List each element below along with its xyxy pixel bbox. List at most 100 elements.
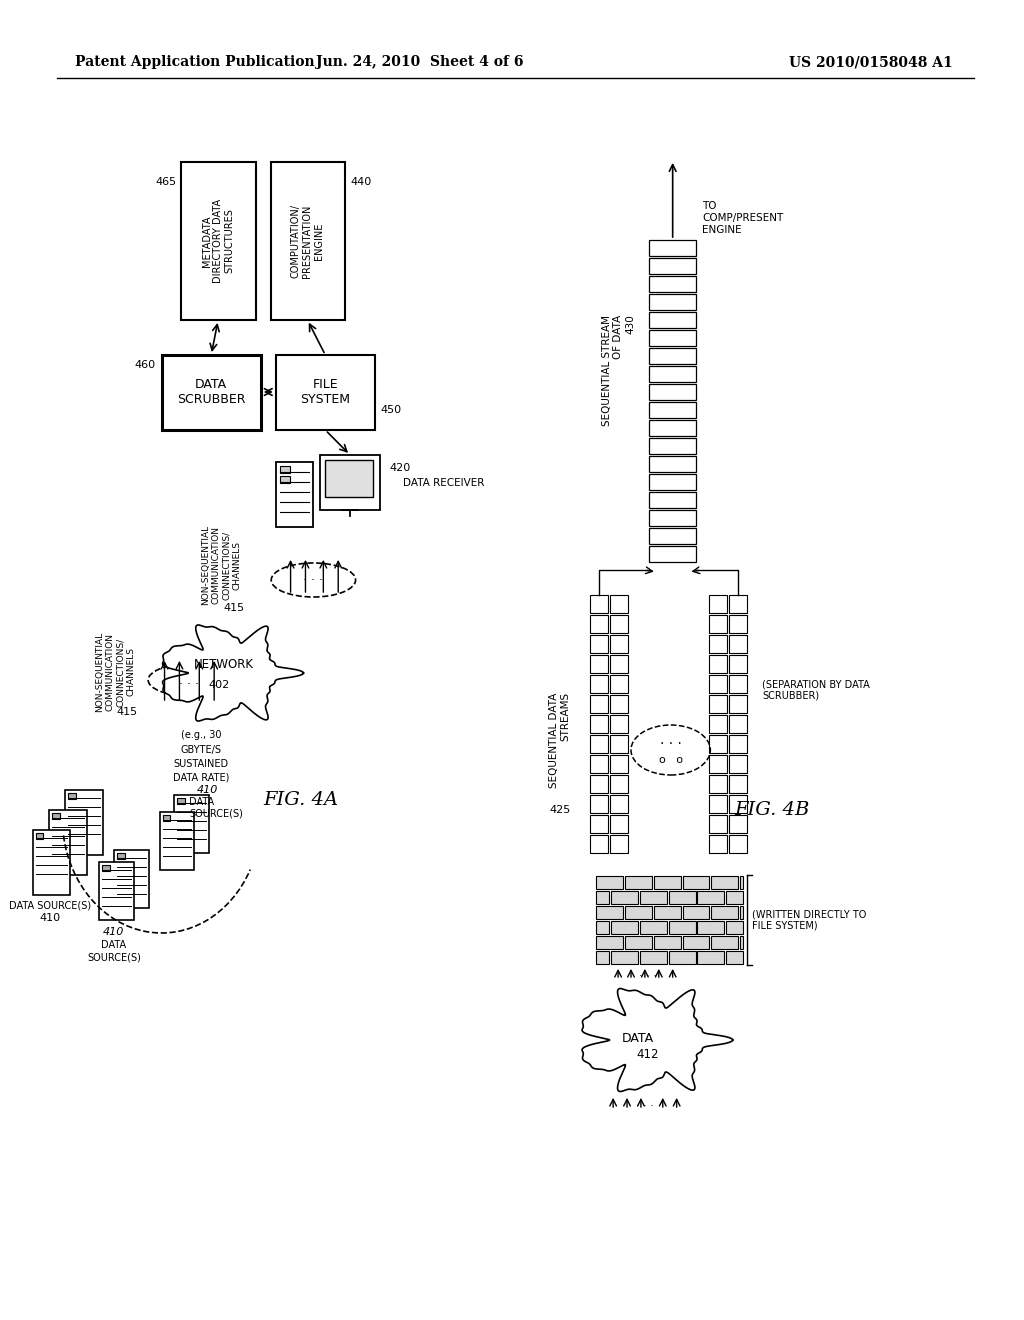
Text: NETWORK: NETWORK xyxy=(195,659,254,672)
Bar xyxy=(590,735,608,752)
Bar xyxy=(726,950,743,964)
Bar xyxy=(270,162,345,319)
Text: (WRITTEN DIRECTLY TO
FILE SYSTEM): (WRITTEN DIRECTLY TO FILE SYSTEM) xyxy=(752,909,866,931)
Bar xyxy=(590,615,608,634)
Bar xyxy=(326,459,373,498)
Bar xyxy=(729,615,748,634)
Text: 402: 402 xyxy=(209,680,229,690)
Bar xyxy=(729,795,748,813)
Bar xyxy=(610,675,628,693)
Bar xyxy=(653,936,681,949)
Bar xyxy=(697,921,724,935)
Bar xyxy=(729,696,748,713)
Bar xyxy=(163,814,171,821)
Bar xyxy=(649,492,696,508)
Bar xyxy=(729,775,748,793)
Text: . . .: . . . xyxy=(179,673,200,686)
Bar xyxy=(640,921,667,935)
Bar xyxy=(590,675,608,693)
Bar xyxy=(640,891,667,904)
Bar xyxy=(710,836,727,853)
Bar xyxy=(596,921,609,935)
Text: DATA: DATA xyxy=(622,1031,654,1044)
Text: FILE
SYSTEM: FILE SYSTEM xyxy=(300,378,350,407)
Bar xyxy=(649,438,696,454)
Bar xyxy=(275,462,313,527)
Bar xyxy=(640,950,667,964)
Bar xyxy=(596,906,623,919)
Text: GBYTE/S: GBYTE/S xyxy=(181,744,222,755)
Bar xyxy=(625,876,652,888)
Bar xyxy=(590,775,608,793)
Bar xyxy=(649,348,696,364)
Bar xyxy=(102,865,110,871)
Bar xyxy=(611,891,638,904)
Bar xyxy=(590,795,608,813)
Bar xyxy=(653,876,681,888)
Bar xyxy=(280,466,290,473)
Bar xyxy=(610,775,628,793)
Bar xyxy=(729,814,748,833)
Text: 415: 415 xyxy=(117,708,137,717)
Bar xyxy=(669,950,695,964)
Bar xyxy=(610,836,628,853)
Bar xyxy=(590,814,608,833)
Bar xyxy=(69,793,76,799)
Polygon shape xyxy=(582,989,733,1092)
Bar xyxy=(649,257,696,275)
Text: . . .: . . . xyxy=(303,569,324,582)
Bar xyxy=(610,655,628,673)
Bar xyxy=(99,862,134,920)
Bar xyxy=(649,510,696,525)
Text: 412: 412 xyxy=(637,1048,659,1061)
Text: Jun. 24, 2010  Sheet 4 of 6: Jun. 24, 2010 Sheet 4 of 6 xyxy=(315,55,523,69)
Bar xyxy=(649,528,696,544)
Bar xyxy=(710,814,727,833)
Text: FIG. 4B: FIG. 4B xyxy=(734,801,810,818)
Text: 465: 465 xyxy=(156,177,176,187)
Bar xyxy=(280,477,290,483)
Bar xyxy=(683,936,710,949)
Bar xyxy=(610,635,628,653)
Bar xyxy=(610,795,628,813)
Bar xyxy=(710,595,727,612)
Bar xyxy=(729,715,748,733)
Bar xyxy=(710,615,727,634)
Text: . . .: . . . xyxy=(659,733,682,747)
Bar xyxy=(610,696,628,713)
Polygon shape xyxy=(163,624,303,721)
Bar xyxy=(596,876,623,888)
Bar xyxy=(729,755,748,774)
Text: METADATA
DIRECTORY DATA
STRUCTURES: METADATA DIRECTORY DATA STRUCTURES xyxy=(202,199,234,282)
Bar xyxy=(729,675,748,693)
Bar xyxy=(726,921,743,935)
Text: 420: 420 xyxy=(390,463,411,473)
Bar xyxy=(610,715,628,733)
Bar xyxy=(740,936,743,949)
Bar xyxy=(590,595,608,612)
Text: 450: 450 xyxy=(381,405,402,414)
Text: Patent Application Publication: Patent Application Publication xyxy=(75,55,314,69)
Bar xyxy=(66,789,103,855)
Text: 440: 440 xyxy=(350,177,372,187)
Text: COMPUTATION/
PRESENTATION
ENGINE: COMPUTATION/ PRESENTATION ENGINE xyxy=(291,205,324,279)
Bar xyxy=(321,455,380,510)
Bar xyxy=(649,330,696,346)
Bar xyxy=(649,420,696,436)
Bar xyxy=(710,696,727,713)
Bar xyxy=(649,366,696,381)
Bar xyxy=(683,906,710,919)
Bar xyxy=(710,715,727,733)
Bar xyxy=(590,755,608,774)
Bar xyxy=(697,891,724,904)
Text: NON-SEQUENTIAL
COMMUNICATION
CONNECTIONS/
CHANNELS: NON-SEQUENTIAL COMMUNICATION CONNECTIONS… xyxy=(95,632,135,711)
Text: DATA
SCRUBBER: DATA SCRUBBER xyxy=(177,378,246,407)
Text: FIG. 4A: FIG. 4A xyxy=(263,791,338,809)
Bar xyxy=(649,294,696,310)
Text: SOURCE(S): SOURCE(S) xyxy=(189,809,244,818)
Bar xyxy=(590,836,608,853)
Bar xyxy=(49,810,87,875)
Bar xyxy=(740,906,743,919)
Bar xyxy=(590,696,608,713)
Bar xyxy=(596,936,623,949)
